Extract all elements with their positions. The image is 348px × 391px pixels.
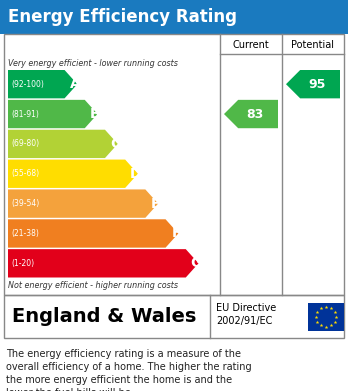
Text: lower the fuel bills will be.: lower the fuel bills will be.	[6, 388, 134, 391]
Text: G: G	[191, 256, 202, 270]
Bar	[4, 295, 344, 338]
Text: (92-100): (92-100)	[11, 80, 44, 89]
Text: (1-20): (1-20)	[11, 259, 34, 268]
Polygon shape	[224, 100, 278, 128]
Text: Potential: Potential	[292, 40, 334, 50]
Text: 83: 83	[247, 108, 264, 120]
Polygon shape	[8, 189, 158, 218]
Text: overall efficiency of a home. The higher the rating: overall efficiency of a home. The higher…	[6, 362, 252, 372]
Text: F: F	[172, 226, 181, 240]
Text: Energy Efficiency Rating: Energy Efficiency Rating	[8, 8, 237, 26]
Text: (21-38): (21-38)	[11, 229, 39, 238]
Text: C: C	[110, 137, 121, 151]
Polygon shape	[8, 160, 138, 188]
Text: Current: Current	[232, 40, 269, 50]
Text: Not energy efficient - higher running costs: Not energy efficient - higher running co…	[8, 282, 178, 291]
Polygon shape	[286, 70, 340, 99]
Polygon shape	[8, 249, 198, 278]
Text: The energy efficiency rating is a measure of the: The energy efficiency rating is a measur…	[6, 349, 241, 359]
Text: D: D	[130, 167, 142, 181]
Polygon shape	[8, 130, 118, 158]
Text: (81-91): (81-91)	[11, 109, 39, 118]
Bar	[4, 34, 344, 295]
Text: A: A	[70, 77, 81, 91]
Text: (69-80): (69-80)	[11, 140, 39, 149]
Text: (39-54): (39-54)	[11, 199, 39, 208]
Text: E: E	[151, 197, 161, 211]
Text: 2002/91/EC: 2002/91/EC	[216, 316, 272, 326]
Polygon shape	[8, 100, 97, 128]
Text: England & Wales: England & Wales	[12, 307, 196, 326]
Text: B: B	[90, 107, 101, 121]
Text: EU Directive: EU Directive	[216, 303, 276, 313]
Bar	[0, 0, 348, 34]
Text: (55-68): (55-68)	[11, 169, 39, 178]
Polygon shape	[8, 219, 178, 248]
Text: 95: 95	[309, 78, 326, 91]
Text: Very energy efficient - lower running costs: Very energy efficient - lower running co…	[8, 59, 178, 68]
Bar	[308, 303, 344, 330]
Text: the more energy efficient the home is and the: the more energy efficient the home is an…	[6, 375, 232, 385]
Polygon shape	[8, 70, 77, 99]
